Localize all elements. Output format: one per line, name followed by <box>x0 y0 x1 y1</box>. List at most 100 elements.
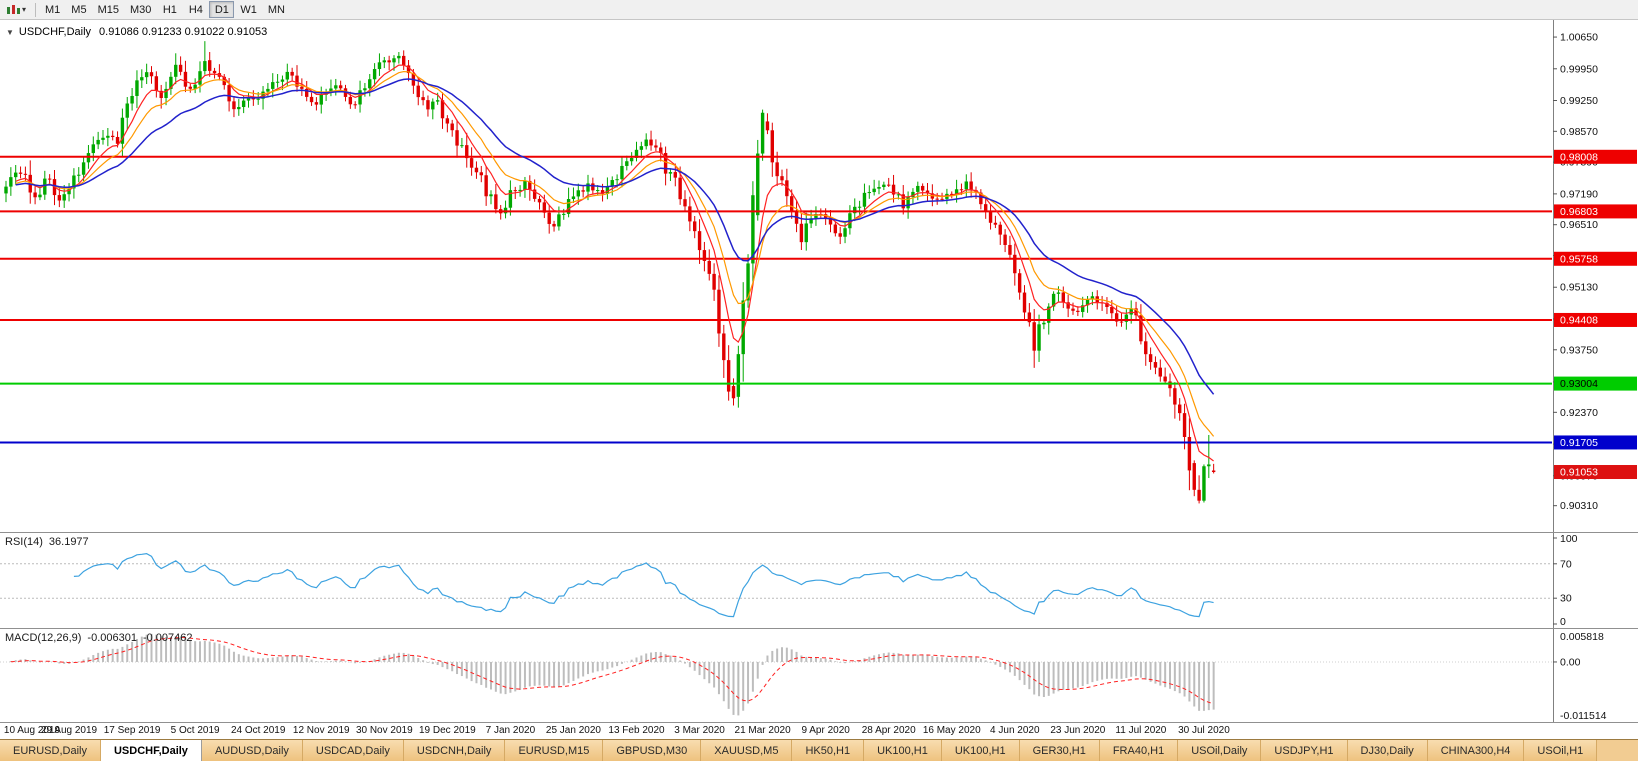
price-level-badge <box>1554 465 1637 480</box>
date-label: 7 Jan 2020 <box>485 725 536 736</box>
svg-text:0: 0 <box>1560 616 1566 628</box>
date-label: 3 Mar 2020 <box>674 725 725 736</box>
chart-tab-HK50-H1[interactable]: HK50,H1 <box>792 740 865 761</box>
date-label: 30 Nov 2019 <box>355 725 413 736</box>
date-label: 29 Aug 2019 <box>40 725 98 736</box>
date-label: 17 Sep 2019 <box>103 725 161 736</box>
timeframe-button-H4[interactable]: H4 <box>188 3 203 16</box>
chart-tab-USOil-H1[interactable]: USOil,H1 <box>1524 740 1598 761</box>
svg-text:0.93004: 0.93004 <box>1560 378 1598 390</box>
date-label: 24 Oct 2019 <box>230 725 286 736</box>
rsi-panel-label: RSI(14) 36.1977 <box>5 536 95 548</box>
svg-text:0.98008: 0.98008 <box>1560 151 1598 163</box>
svg-text:0.92370: 0.92370 <box>1560 407 1598 419</box>
svg-text:0.98570: 0.98570 <box>1560 126 1598 138</box>
macd-panel-label: MACD(12,26,9) -0.006301 -0.007462 <box>5 632 199 644</box>
date-label: 11 Jul 2020 <box>1115 725 1167 736</box>
macd-chart-canvas[interactable]: 0.005818 0.00 -0.011514 <box>0 629 1638 722</box>
price-chart-canvas[interactable]: 1.006500.999500.992500.985700.978900.971… <box>0 20 1638 532</box>
chart-tab-USOil-Daily[interactable]: USOil,Daily <box>1178 740 1262 761</box>
chart-tab-USDCAD-Daily[interactable]: USDCAD,Daily <box>302 740 404 761</box>
date-label: 25 Jan 2020 <box>545 725 601 736</box>
rsi-panel: 100 70 30 0 RSI(14) 36.1977 <box>0 532 1638 628</box>
price-chart-panel: 1.006500.999500.992500.985700.978900.971… <box>0 20 1638 532</box>
chart-tab-FRA40-H1[interactable]: FRA40,H1 <box>1099 740 1179 761</box>
svg-text:0.99250: 0.99250 <box>1560 95 1598 107</box>
svg-text:70: 70 <box>1560 558 1572 570</box>
svg-text:0.91705: 0.91705 <box>1560 437 1598 449</box>
price-level-badge <box>1554 204 1637 219</box>
timeframe-button-M1[interactable]: M1 <box>45 3 61 16</box>
chart-tab-XAUUSD-M5[interactable]: XAUUSD,M5 <box>701 740 793 761</box>
date-label: 10 Aug 2019 <box>3 725 61 736</box>
macd-main-value: -0.006301 <box>87 632 137 644</box>
chart-tab-UK100-H1[interactable]: UK100,H1 <box>941 740 1020 761</box>
rsi-label: RSI(14) <box>5 536 43 548</box>
price-level-badge <box>1554 312 1637 327</box>
chart-tab-EURUSD-Daily[interactable]: EURUSD,Daily <box>0 740 101 761</box>
timeframe-toolbar: ▾ M1 M5 M15 M30 H1 H4 D1 W1 MN <box>0 0 1638 20</box>
date-label: 9 Apr 2020 <box>801 725 850 736</box>
svg-text:-0.011514: -0.011514 <box>1560 710 1607 722</box>
timeframe-button-M30[interactable]: M30 <box>129 3 152 16</box>
date-label: 12 Nov 2019 <box>292 725 350 736</box>
chart-tab-USDCHF-Daily[interactable]: USDCHF,Daily <box>100 740 202 761</box>
price-level-badge <box>1554 435 1637 450</box>
svg-text:0.90310: 0.90310 <box>1560 500 1598 512</box>
date-label: 30 Jul 2020 <box>1178 725 1230 736</box>
rsi-chart-canvas[interactable]: 100 70 30 0 <box>0 533 1638 628</box>
svg-text:0.99950: 0.99950 <box>1560 63 1598 75</box>
date-label: 23 Jun 2020 <box>1050 725 1106 736</box>
chart-tab-EURUSD-M15[interactable]: EURUSD,M15 <box>505 740 604 761</box>
chart-tab-AUDUSD-Daily[interactable]: AUDUSD,Daily <box>201 740 303 761</box>
price-level-badge <box>1554 376 1637 391</box>
price-level-badge <box>1554 149 1637 164</box>
timeframe-buttons: M1 M5 M15 M30 H1 H4 D1 W1 MN <box>40 1 290 18</box>
date-label: 4 Jun 2020 <box>990 725 1040 736</box>
time-axis[interactable]: 10 Aug 2019 29 Aug 2019 17 Sep 2019 5 Oct 2… <box>0 722 1638 739</box>
svg-text:0.91053: 0.91053 <box>1560 467 1598 479</box>
svg-text:1.00650: 1.00650 <box>1560 32 1598 44</box>
candlestick-chart-icon <box>7 4 20 14</box>
timeframe-button-MN[interactable]: MN <box>267 3 285 16</box>
chart-tab-USDJPY-H1[interactable]: USDJPY,H1 <box>1261 740 1348 761</box>
timeframe-button-M5[interactable]: M5 <box>71 3 87 16</box>
chart-title: USDCHF,Daily <box>18 26 92 38</box>
svg-text:0.93750: 0.93750 <box>1560 344 1598 356</box>
chart-tab-CHINA300-H4[interactable]: CHINA300,H4 <box>1427 740 1525 761</box>
date-label: 5 Oct 2019 <box>170 725 220 736</box>
svg-text:0.00: 0.00 <box>1560 656 1581 668</box>
chart-type-icon[interactable]: ▾ <box>2 1 29 19</box>
macd-signal-value: -0.007462 <box>142 632 193 644</box>
chart-tab-DJ30-Daily[interactable]: DJ30,Daily <box>1347 740 1428 761</box>
svg-text:0.005818: 0.005818 <box>1560 631 1604 643</box>
svg-text:0.94408: 0.94408 <box>1560 314 1598 326</box>
chart-header: ▼ USDCHF,Daily 0.91086 0.91233 0.91022 0.9… <box>6 26 267 38</box>
svg-text:0.95130: 0.95130 <box>1560 282 1598 294</box>
date-label: 28 Apr 2020 <box>861 725 916 736</box>
timeframe-button-D1[interactable]: D1 <box>209 1 235 18</box>
chart-tab-USDCNH-Daily[interactable]: USDCNH,Daily <box>403 740 506 761</box>
price-level-badge <box>1554 251 1637 266</box>
svg-text:0.95758: 0.95758 <box>1560 253 1598 265</box>
chart-tab-GBPUSD-M30[interactable]: GBPUSD,M30 <box>603 740 702 761</box>
collapse-arrow-icon[interactable]: ▼ <box>6 28 14 37</box>
svg-text:100: 100 <box>1560 533 1578 545</box>
date-label: 19 Dec 2019 <box>418 725 476 736</box>
date-label: 21 Mar 2020 <box>734 725 791 736</box>
timeframe-button-M15[interactable]: M15 <box>97 3 119 16</box>
svg-text:0.96803: 0.96803 <box>1560 206 1598 218</box>
date-label: 13 Feb 2020 <box>608 725 665 736</box>
svg-text:0.97190: 0.97190 <box>1560 188 1598 200</box>
chart-tab-GER30-H1[interactable]: GER30,H1 <box>1019 740 1100 761</box>
chart-tab-UK100-H1[interactable]: UK100,H1 <box>864 740 942 761</box>
toolbar-separator <box>35 2 37 17</box>
svg-text:30: 30 <box>1560 593 1572 605</box>
macd-panel: 0.005818 0.00 -0.011514 MACD(12,26,9) -0.00… <box>0 628 1638 722</box>
timeframe-button-W1[interactable]: W1 <box>240 3 257 16</box>
timeframe-button-H1[interactable]: H1 <box>162 3 177 16</box>
chevron-down-icon: ▾ <box>22 5 27 14</box>
chart-ohlc-values: 0.91086 0.91233 0.91022 0.91053 <box>99 26 268 38</box>
chart-tab-bar: EURUSD,Daily USDCHF,Daily AUDUSD,Daily USDC… <box>0 739 1638 761</box>
